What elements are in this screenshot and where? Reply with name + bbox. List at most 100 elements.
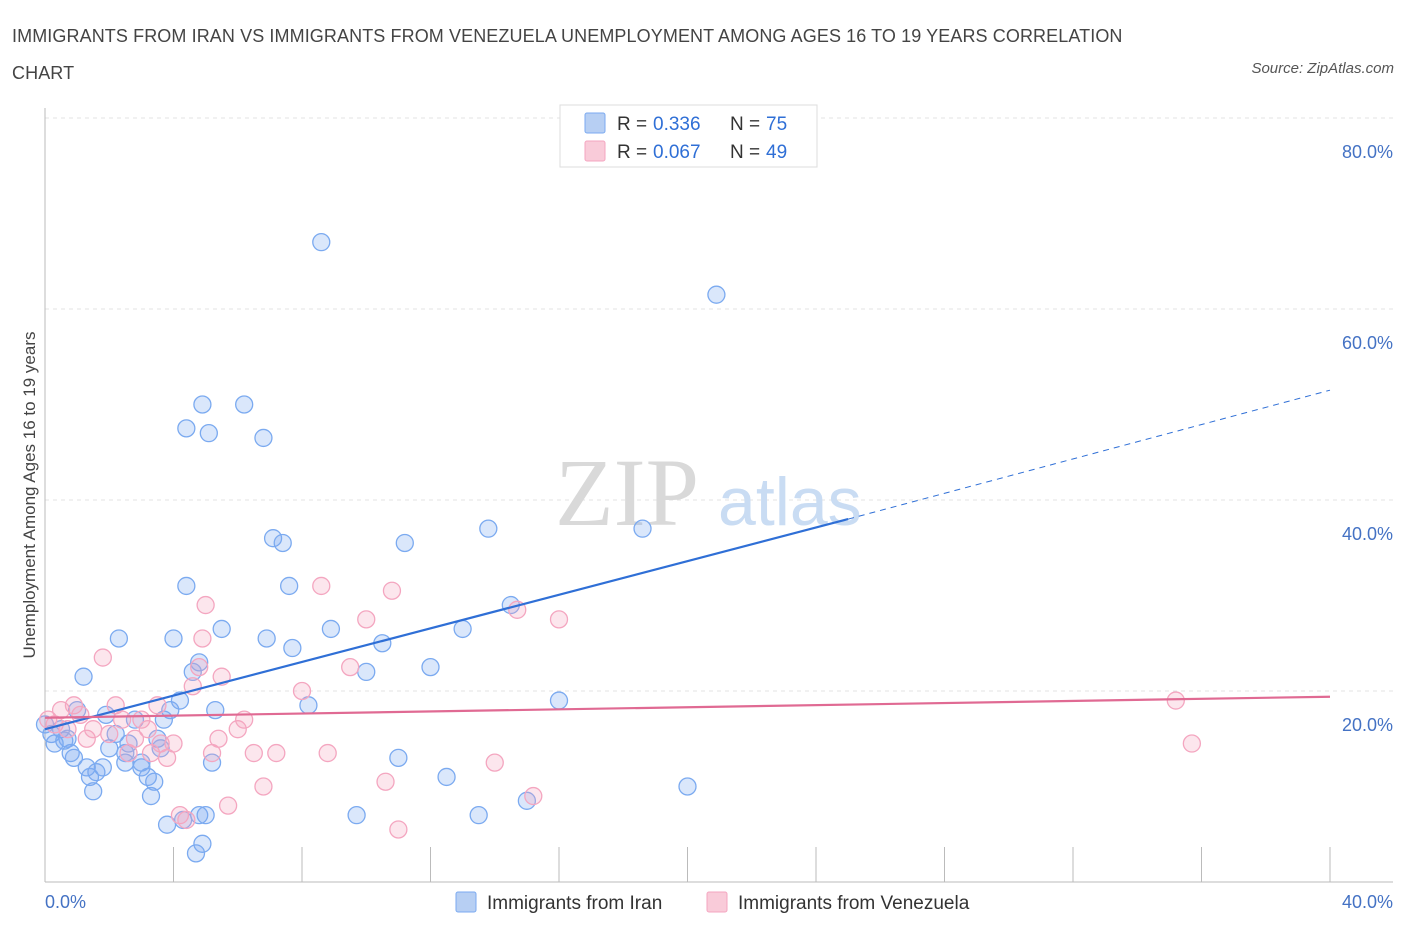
iran-point-54 (357, 662, 376, 682)
iran-point-21 (141, 786, 161, 806)
iran-point-19 (132, 758, 151, 777)
trend-lines (44, 389, 1331, 731)
venezuela-point-8 (93, 648, 112, 667)
chart-title: IMMIGRANTS FROM IRAN VS IMMIGRANTS FROM … (12, 26, 1123, 83)
y-axis-label: Unemployment Among Ages 16 to 19 years (20, 332, 39, 659)
bottom-legend-label-venezuela: Immigrants from Venezuela (738, 893, 970, 914)
iran-point-12 (93, 758, 112, 777)
legend-swatch-iran (584, 112, 606, 134)
x-tick-max: 40.0% (1342, 892, 1393, 912)
iran-point-36 (190, 653, 209, 672)
iran-point-37 (202, 753, 222, 772)
iran-point-44 (254, 428, 273, 448)
bottom-legend: Immigrants from Iran Immigrants from Ven… (455, 891, 970, 914)
iran-point-39 (212, 619, 231, 639)
venezuela-point-7 (84, 720, 103, 739)
venezuela-point-36 (292, 681, 312, 701)
venezuela-point-22 (177, 810, 196, 830)
legend-r-label-iran: R = (617, 114, 647, 135)
venezuela-point-47 (549, 610, 569, 629)
iran-point-60 (453, 619, 472, 639)
iran-point-27 (164, 629, 183, 648)
iran-point-46 (273, 533, 292, 553)
venezuela-point-39 (341, 657, 360, 677)
iran-point-10 (84, 782, 103, 801)
venezuela-point-46 (524, 786, 543, 806)
iran-point-6 (64, 748, 84, 767)
legend-r-value-iran: 0.336 (653, 114, 701, 135)
iran-point-52 (321, 619, 341, 639)
iran-point-57 (395, 533, 414, 553)
axes (44, 108, 1393, 883)
venezuela-point-33 (244, 743, 263, 763)
venezuela-point-31 (228, 720, 247, 739)
iran-point-53 (347, 806, 366, 825)
iran-point-61 (469, 806, 488, 825)
source-label: Source: ZipAtlas.com (1251, 60, 1394, 77)
iran-point-15 (109, 629, 129, 648)
iran-point-58 (437, 767, 456, 787)
iran-point-30 (177, 576, 196, 596)
venezuela-point-40 (357, 610, 376, 629)
iran-point-34 (193, 834, 212, 853)
venezuela-point-25 (193, 629, 212, 648)
watermark: ZIP atlas (555, 439, 862, 546)
legend-n-label-venezuela: N = (730, 142, 760, 163)
venezuela-point-35 (267, 743, 286, 763)
legend-n-value-venezuela: 49 (766, 142, 787, 163)
iran-point-28 (170, 691, 190, 710)
venezuela-point-26 (196, 595, 215, 615)
venezuela-point-48 (1166, 691, 1185, 710)
y-tick-labels: 20.0% 40.0% 60.0% 80.0% (1342, 142, 1393, 735)
venezuela-point-44 (485, 753, 504, 772)
bottom-legend-label-iran: Immigrants from Iran (487, 893, 662, 914)
y-tick-label-60: 60.0% (1342, 333, 1393, 353)
venezuela-point-42 (382, 581, 402, 600)
venezuela-point-20 (164, 734, 183, 753)
venezuela-point-24 (190, 657, 209, 677)
y-tick-label-80: 80.0% (1342, 142, 1393, 162)
legend-r-value-venezuela: 0.067 (653, 142, 701, 163)
points-iran (35, 232, 726, 863)
iran-point-41 (193, 395, 212, 414)
y-tick-label-20: 20.0% (1342, 715, 1393, 735)
iran-point-62 (479, 519, 498, 538)
iran-point-68 (707, 285, 726, 304)
iran-point-71 (80, 767, 100, 787)
bottom-legend-swatch-iran (455, 891, 477, 913)
venezuela-point-28 (209, 729, 228, 748)
venezuela-point-13 (125, 729, 145, 748)
iran-point-67 (678, 777, 697, 796)
venezuela-point-6 (77, 729, 96, 748)
legend-swatch-venezuela (584, 140, 606, 162)
venezuela-point-37 (312, 576, 331, 596)
venezuela-point-9 (100, 724, 119, 744)
iran-point-42 (199, 423, 218, 443)
legend-n-label-iran: N = (730, 114, 760, 135)
watermark-atlas: atlas (718, 464, 862, 540)
iran-point-8 (74, 667, 93, 686)
legend-n-value-iran: 75 (766, 114, 787, 135)
top-legend: R = 0.336 N = 75 R = 0.067 N = 49 (559, 104, 818, 168)
iran-point-9 (77, 758, 96, 777)
venezuela-point-4 (64, 696, 84, 715)
legend-r-label-venezuela: R = (617, 142, 647, 163)
iran-point-51 (312, 232, 331, 252)
iran-point-22 (145, 772, 164, 791)
iran-point-56 (389, 748, 408, 767)
venezuela-point-49 (1182, 734, 1202, 753)
bottom-legend-swatch-venezuela (706, 891, 728, 913)
venezuela-point-30 (218, 796, 238, 815)
iran-trend-line (44, 518, 849, 731)
venezuela-point-11 (112, 710, 132, 729)
iran-point-32 (186, 844, 206, 863)
venezuela-point-38 (318, 743, 337, 763)
venezuela-point-43 (389, 820, 408, 839)
iran-point-35 (196, 806, 215, 825)
iran-point-48 (279, 576, 299, 596)
x-tick-min: 0.0% (45, 892, 86, 912)
iran-point-69 (132, 753, 151, 772)
iran-trend-extension (847, 389, 1331, 520)
iran-point-66 (633, 519, 652, 538)
